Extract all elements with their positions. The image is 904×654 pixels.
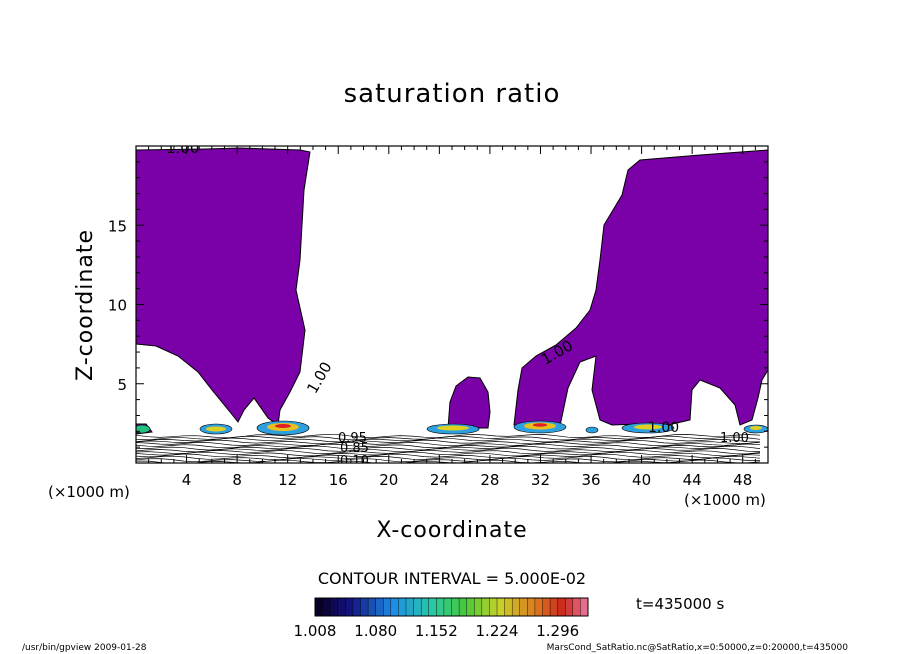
colorbar-bin xyxy=(322,597,331,617)
colorbar-bin xyxy=(572,597,581,617)
time-label: t=435000 s xyxy=(636,595,724,613)
x-tick-label: 24 xyxy=(430,471,449,489)
supersaturation-region-right xyxy=(513,149,768,427)
colorbar-bin xyxy=(420,597,430,617)
colorbar-bin xyxy=(383,597,392,617)
colorbar-bin xyxy=(527,597,536,617)
plot-area: 1.00 1.00 1.00 1.00 1.00 0.95 0.85 0.10 xyxy=(136,139,768,469)
x-tick-label: 32 xyxy=(531,471,550,489)
colorbar-frame xyxy=(314,597,589,617)
colorbar-bin xyxy=(481,597,490,617)
x-axis-ticks: 4 8 12 16 20 24 28 32 36 40 44 48 xyxy=(148,146,756,489)
x-tick-label: 48 xyxy=(733,471,752,489)
x-axis-label: X-coordinate xyxy=(376,518,527,543)
x-tick-label: 40 xyxy=(632,471,651,489)
colorbar-bin xyxy=(428,597,437,617)
contour-label: 0.10 xyxy=(340,454,369,469)
surface-contour xyxy=(136,441,761,447)
surface-contour xyxy=(136,447,761,453)
colorbar-tick-label: 1.152 xyxy=(415,622,458,640)
colorbar-tick-label: 1.296 xyxy=(536,622,579,640)
colorbar-bin xyxy=(405,597,415,617)
x-axis-unit-left: (×1000 m) xyxy=(48,483,130,501)
colorbar-bin xyxy=(337,597,346,617)
colorbar-bin xyxy=(489,597,498,617)
x-tick-label: 4 xyxy=(182,471,192,489)
surface-contour xyxy=(136,445,761,451)
x-axis-unit-right: (×1000 m) xyxy=(684,491,766,509)
supersaturation-region-left xyxy=(136,147,311,426)
colorbar-bin xyxy=(352,597,362,617)
surface-contour xyxy=(136,437,761,443)
contour-label: 1.00 xyxy=(166,139,199,157)
colorbar-bin xyxy=(398,597,407,617)
colorbar-bin xyxy=(557,597,566,617)
colorbar-bin xyxy=(314,597,324,617)
supersaturation-region-middle xyxy=(447,376,491,429)
y-axis-label: Z-coordinate xyxy=(73,229,98,381)
x-tick-label: 12 xyxy=(278,471,297,489)
colorbar-bin xyxy=(549,597,559,617)
x-tick-label: 36 xyxy=(581,471,600,489)
colorbar-bin xyxy=(466,597,475,617)
y-tick-label: 5 xyxy=(117,376,127,394)
colorbar-tick-label: 1.008 xyxy=(294,622,337,640)
surface-contour xyxy=(136,449,761,455)
colorbar-bin xyxy=(504,597,513,617)
colorbar-bin xyxy=(474,597,483,617)
surface-contour-lines xyxy=(136,433,761,463)
colorbar-tick-label: 1.080 xyxy=(354,622,397,640)
colorbar-bin xyxy=(451,597,460,617)
colorbar-bin xyxy=(458,597,468,617)
contour-label: 1.00 xyxy=(720,431,749,446)
footer-left: /usr/bin/gpview 2009-01-28 xyxy=(22,643,147,653)
contour-label: 1.00 xyxy=(648,420,679,436)
y-tick-label: 10 xyxy=(108,297,127,315)
x-tick-label: 44 xyxy=(683,471,702,489)
colorbar-bin xyxy=(436,597,445,617)
colorbar-bin xyxy=(329,597,339,617)
contour-label: 0.95 xyxy=(338,431,367,446)
colorbar-bin xyxy=(496,597,506,617)
surface-contour xyxy=(136,435,761,441)
colorbar-bin xyxy=(519,597,528,617)
colorbar-bin xyxy=(443,597,453,617)
colorbar-bin xyxy=(345,597,354,617)
colorbar-bin xyxy=(511,597,521,617)
colorbar-bin xyxy=(413,597,422,617)
colorbar-tick-labels: 1.008 1.080 1.152 1.224 1.296 xyxy=(294,622,580,640)
x-tick-label: 8 xyxy=(232,471,242,489)
surface-contour xyxy=(136,451,761,457)
colorbar-bin xyxy=(390,597,399,617)
colorbar-bin xyxy=(375,597,384,617)
surface-contour xyxy=(136,455,761,461)
surface-contour xyxy=(136,453,761,459)
colorbar-tick-label: 1.224 xyxy=(476,622,519,640)
x-tick-label: 28 xyxy=(480,471,499,489)
colorbar-bin xyxy=(542,597,551,617)
chart-title: saturation ratio xyxy=(344,79,561,109)
colorbar xyxy=(314,597,589,617)
colorbar-bin xyxy=(367,597,377,617)
x-tick-label: 20 xyxy=(379,471,398,489)
footer-right: MarsCond_SatRatio.nc@SatRatio,x=0:50000,… xyxy=(547,643,849,653)
colorbar-bin xyxy=(360,597,369,617)
colorbar-bin xyxy=(580,597,589,617)
y-tick-label: 15 xyxy=(108,217,127,235)
contour-interval-label: CONTOUR INTERVAL = 5.000E-02 xyxy=(318,569,586,588)
colorbar-bin xyxy=(534,597,543,617)
contour-label: 0.85 xyxy=(340,441,369,456)
x-tick-label: 16 xyxy=(329,471,348,489)
y-axis-ticks: 5 10 15 xyxy=(108,161,768,448)
surface-contour xyxy=(136,439,761,445)
colorbar-bin xyxy=(565,597,574,617)
